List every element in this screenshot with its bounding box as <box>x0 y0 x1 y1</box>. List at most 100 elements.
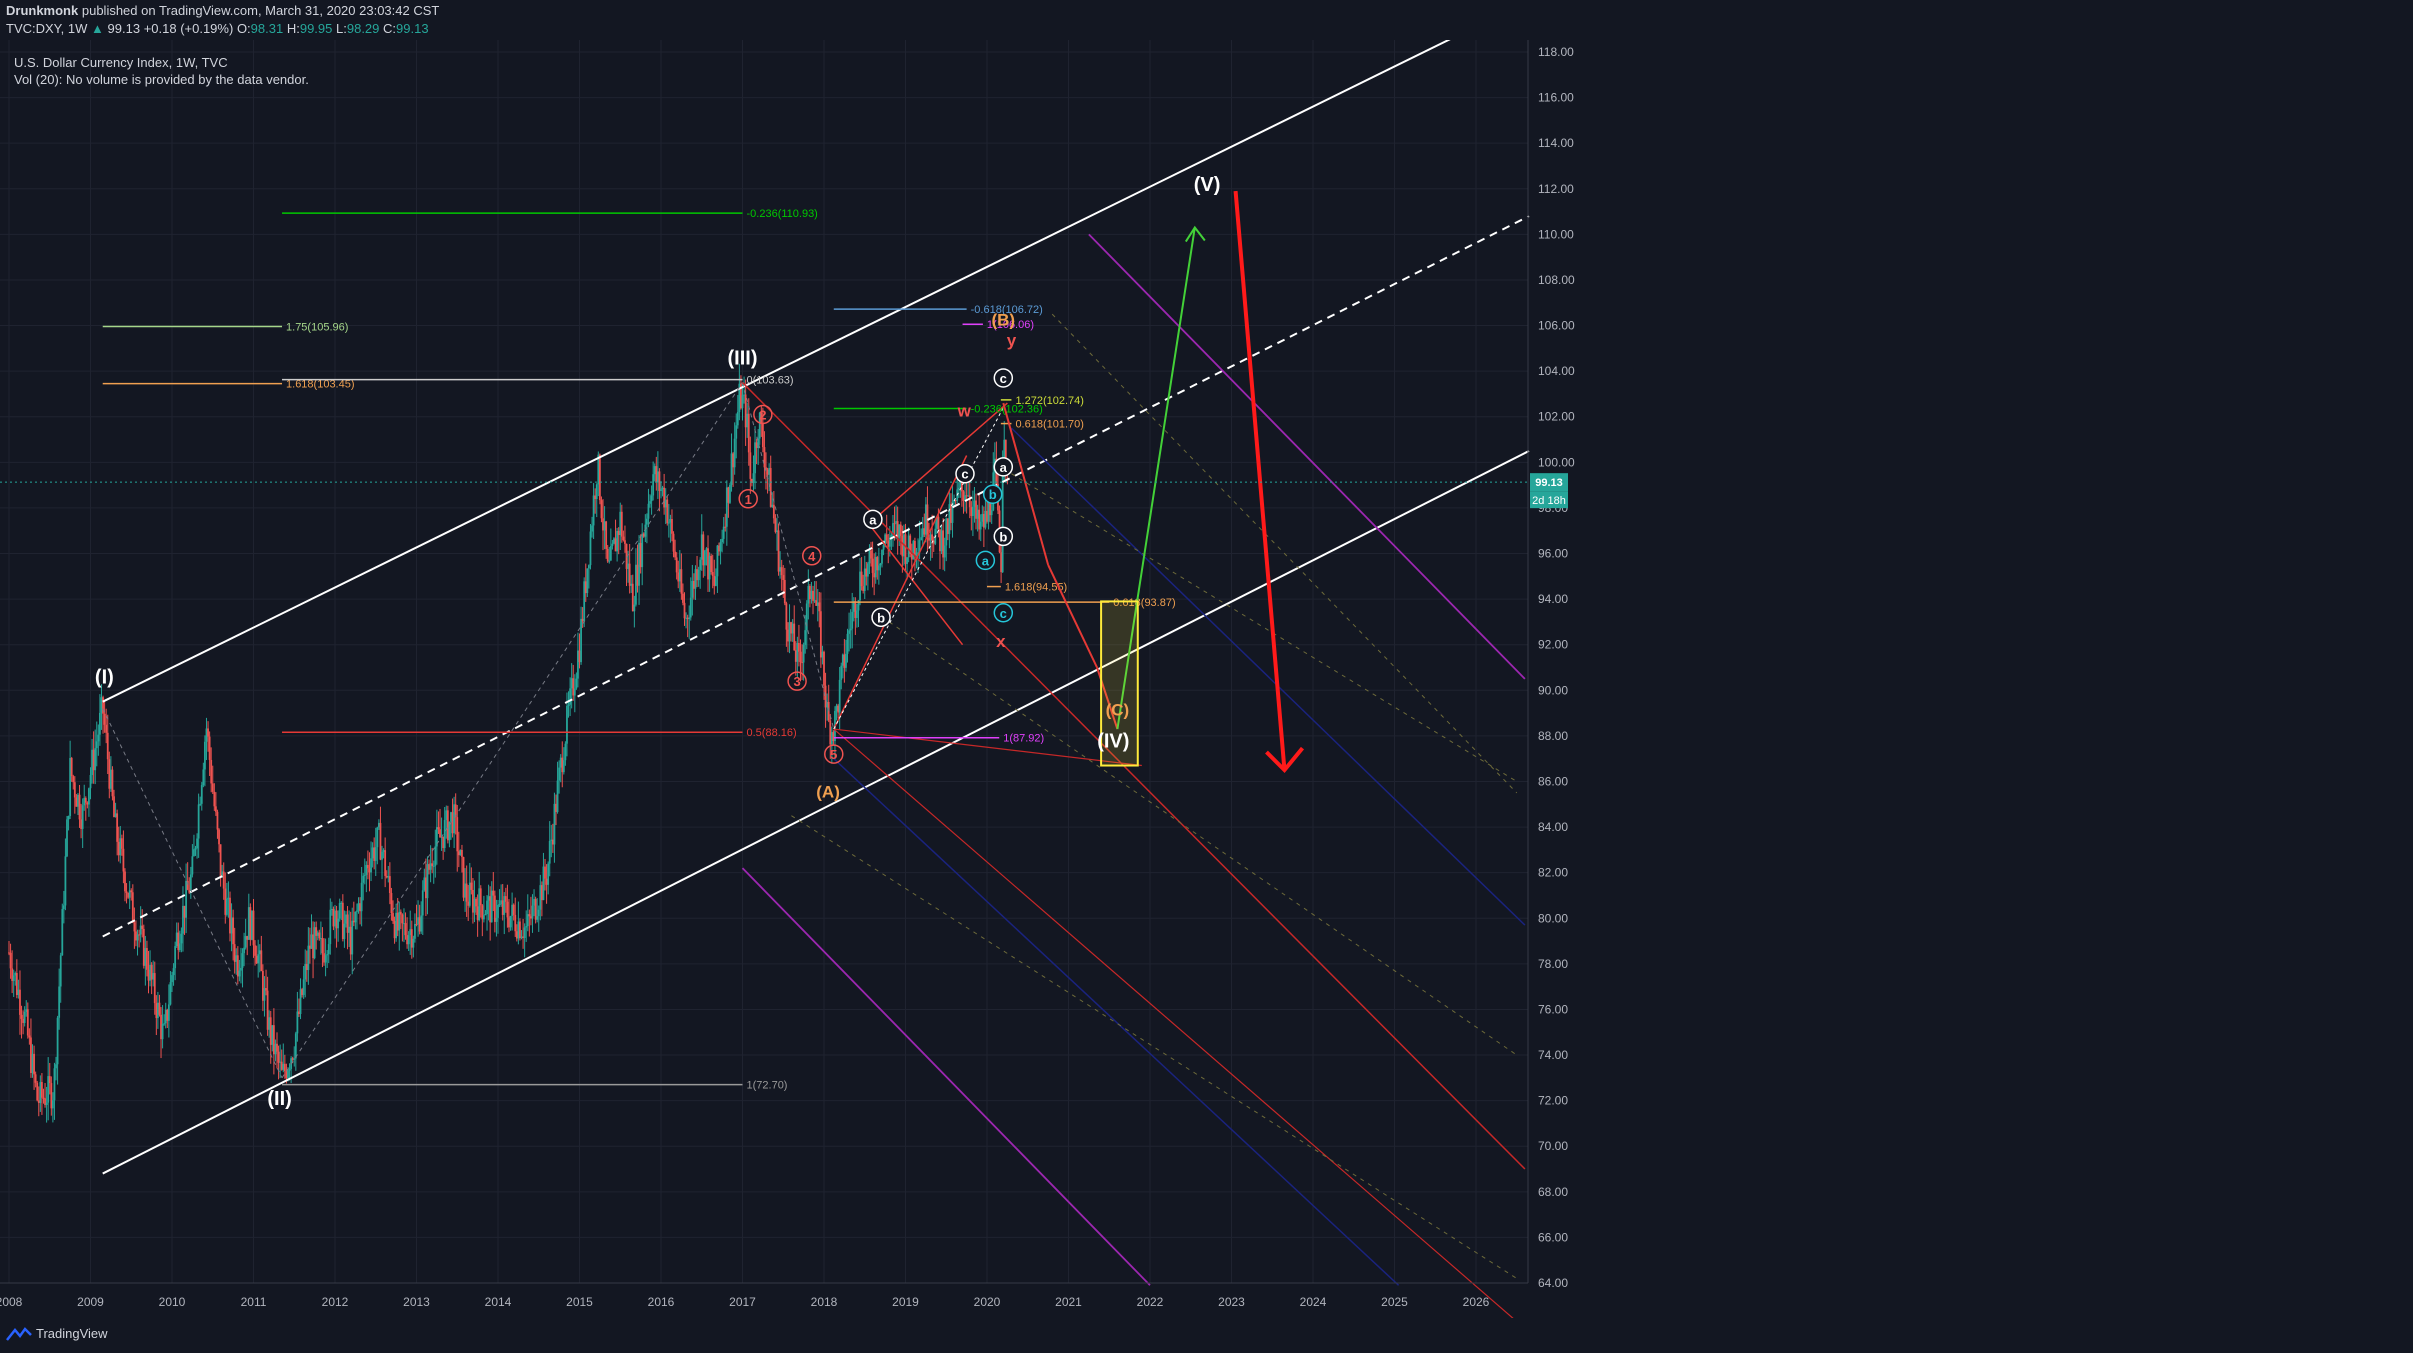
candle-body <box>111 769 114 797</box>
candle-body <box>598 454 601 501</box>
candle-body <box>774 518 777 532</box>
candle-body <box>711 572 714 577</box>
candle-body <box>309 945 311 949</box>
candle-body <box>724 526 727 528</box>
candle-body <box>155 1003 158 1019</box>
candle-body <box>401 914 404 924</box>
candle-body <box>147 969 150 981</box>
candle-body <box>649 501 651 504</box>
candle-body <box>262 970 264 1001</box>
candle-body <box>243 947 245 954</box>
candle-body <box>572 678 575 696</box>
candle-body <box>164 1009 167 1024</box>
candle-body <box>664 499 667 508</box>
candle-body <box>236 955 239 977</box>
candle-body <box>914 540 916 556</box>
candle-body <box>719 542 722 552</box>
candle-body <box>874 557 877 578</box>
candle-body <box>445 810 448 821</box>
candle-body <box>910 553 913 560</box>
candle-body <box>639 542 642 568</box>
low-value: 98.29 <box>346 21 380 36</box>
candle-body <box>705 548 708 551</box>
candle-body <box>779 567 782 572</box>
candle-body <box>258 950 261 955</box>
author-name[interactable]: Drunkmonk <box>6 3 79 18</box>
candle-body <box>586 568 589 594</box>
tradingview-logo[interactable]: TradingView <box>6 1326 108 1341</box>
candle-body <box>611 543 614 547</box>
candle-body <box>530 916 532 919</box>
candle-body <box>542 866 545 901</box>
chart-legend: U.S. Dollar Currency Index, 1W, TVC Vol … <box>14 54 309 88</box>
candle-body <box>34 1074 37 1083</box>
candle-body <box>644 524 647 537</box>
wave-circle-marker <box>993 526 1014 547</box>
candle-body <box>305 964 308 971</box>
candle-body <box>302 979 305 995</box>
candle-body <box>255 955 258 964</box>
candle-body <box>899 524 902 536</box>
price-chart[interactable]: -0.236(110.93) 1.75(105.96) 1.618(103.45) 0… <box>0 40 2413 1318</box>
candle-body <box>548 840 551 864</box>
candle-body <box>901 535 904 557</box>
candle-body <box>691 580 694 598</box>
candle-body <box>114 813 117 817</box>
candle-body <box>758 412 761 439</box>
candle-body <box>674 551 677 558</box>
candle-body <box>8 952 10 954</box>
candle-body <box>146 948 148 970</box>
projection-red-path <box>1002 402 1050 566</box>
price-tick-label: 100.00 <box>1538 455 1575 469</box>
candle-body <box>9 952 12 969</box>
candle-body <box>48 1076 51 1084</box>
candle-body <box>517 921 520 939</box>
projection-red-arrowhead <box>1265 746 1305 774</box>
candle-body <box>487 896 490 901</box>
candle-body <box>645 518 648 525</box>
candle-body <box>156 1002 159 1019</box>
candle-body <box>932 540 935 544</box>
candle-body <box>384 850 387 876</box>
close-value: 99.13 <box>396 21 429 36</box>
candle-body <box>754 442 756 474</box>
candle-body <box>658 471 661 491</box>
candle-body <box>600 500 603 519</box>
price-axis: 64.00 66.00 68.00 70.00 72.00 74.00 76.00 78.00… <box>1527 40 1575 1290</box>
candle-body <box>161 1024 164 1040</box>
candle-body <box>189 874 192 893</box>
fib-level-label: 1(72.70) <box>747 1080 788 1092</box>
candle-body <box>566 705 568 744</box>
candle-body <box>957 487 960 490</box>
candle-body <box>467 901 470 906</box>
candle-body <box>843 654 846 668</box>
candle-body <box>89 775 92 789</box>
candle-body <box>622 536 625 541</box>
candle-body <box>821 651 824 658</box>
candle-body <box>160 1014 162 1040</box>
candle-body <box>561 757 564 773</box>
candle-body <box>945 518 948 546</box>
fib-level-label: 0(103.63) <box>747 375 794 387</box>
candle-body <box>591 525 593 532</box>
candle-body <box>335 910 338 929</box>
candle-body <box>824 685 827 708</box>
candle-body <box>14 973 17 976</box>
candle-body <box>1000 552 1003 573</box>
symbol-label[interactable]: TVC:DXY, 1W <box>6 21 88 36</box>
candle-body <box>581 618 584 622</box>
candle-body <box>744 394 747 428</box>
candle-body <box>45 1102 48 1105</box>
candle-body <box>274 1043 277 1055</box>
candle-body <box>407 935 410 945</box>
candle-body <box>733 438 736 468</box>
candle-body <box>399 911 402 915</box>
candle-body <box>765 467 767 470</box>
candle-body <box>559 757 562 768</box>
candle-body <box>178 943 181 951</box>
candle-body <box>547 863 550 885</box>
candle-body <box>953 499 955 503</box>
candle-body <box>939 529 941 552</box>
candle-body <box>352 920 355 923</box>
candle-body <box>951 502 954 523</box>
